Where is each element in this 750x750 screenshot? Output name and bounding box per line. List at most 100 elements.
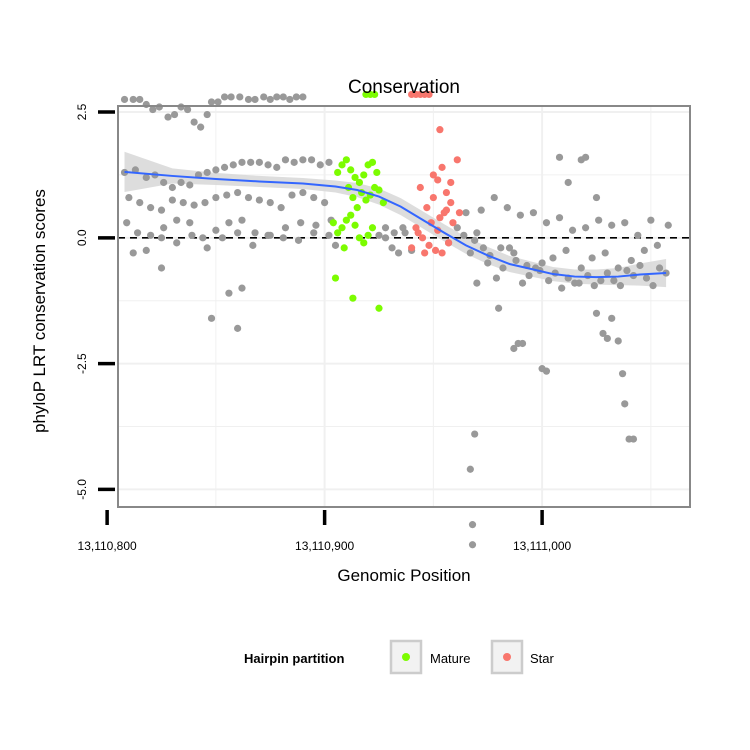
grid-lines (118, 106, 690, 507)
data-point-other (197, 123, 205, 131)
data-points (120, 90, 672, 549)
x-tick-label: 13,110,800 (78, 539, 137, 553)
data-point-other (399, 224, 407, 232)
data-point-star (438, 249, 446, 257)
data-point-other (266, 199, 274, 207)
data-point-other (244, 95, 253, 104)
data-point-mature (351, 173, 359, 182)
data-point-other (288, 191, 296, 199)
data-point-other (279, 93, 287, 101)
data-point-other (177, 178, 185, 187)
data-point-star (423, 204, 431, 212)
data-point-mature (364, 231, 372, 239)
data-point-other (460, 231, 468, 239)
data-point-other (218, 234, 226, 242)
data-point-other (173, 216, 181, 224)
data-point-other (599, 329, 607, 338)
data-point-other (125, 193, 133, 202)
data-point-other (186, 219, 194, 227)
data-point-other (307, 156, 316, 164)
data-point-other (177, 103, 185, 111)
data-point-star (425, 90, 433, 99)
data-point-other (142, 173, 150, 182)
data-point-other (207, 98, 216, 106)
data-point-other (234, 324, 242, 332)
data-point-other (147, 204, 155, 212)
data-point-other (186, 181, 194, 189)
data-point-other (312, 221, 320, 229)
data-point-other (236, 93, 244, 101)
data-point-other (603, 269, 611, 277)
data-point-other (251, 229, 259, 237)
data-point-other (212, 166, 220, 174)
data-point-star (416, 183, 424, 192)
data-point-other (516, 211, 524, 219)
data-point-star (429, 193, 437, 202)
data-point-star (447, 178, 455, 187)
data-point-other (462, 209, 470, 217)
data-point-other (575, 279, 583, 287)
data-point-star (453, 156, 461, 164)
data-point-other (149, 105, 157, 114)
data-point-mature (360, 239, 368, 247)
data-point-mature (342, 156, 350, 164)
confidence-band (124, 151, 667, 288)
data-point-star (444, 239, 453, 247)
data-point-other (492, 274, 501, 282)
legend-dot-star (503, 653, 511, 661)
data-point-other (636, 261, 644, 270)
legend-label-star: Star (530, 651, 555, 666)
data-point-other (473, 279, 481, 287)
data-point-mature (360, 171, 368, 179)
legend-label-mature: Mature (430, 651, 470, 666)
data-point-mature (347, 211, 355, 219)
data-point-other (503, 204, 511, 212)
data-point-other (255, 158, 263, 166)
data-point-other (512, 256, 520, 265)
data-point-star (408, 244, 416, 252)
smooth-line (124, 170, 667, 279)
data-point-mature (368, 224, 377, 232)
data-point-other (160, 224, 168, 232)
data-point-other (390, 229, 398, 237)
data-point-other (183, 105, 192, 114)
data-point-other (310, 193, 318, 202)
data-point-other (203, 244, 211, 252)
data-point-other (629, 435, 638, 443)
data-point-other (157, 234, 166, 242)
data-point-other (495, 304, 503, 312)
data-point-other (170, 110, 179, 119)
data-point-other (653, 241, 661, 249)
plot-panel (117, 105, 691, 508)
data-point-other (264, 231, 272, 239)
data-point-other (538, 259, 546, 267)
data-point-other (545, 276, 553, 285)
data-point-other (286, 95, 294, 104)
data-point-other (273, 93, 281, 101)
data-point-other (505, 244, 514, 252)
data-point-other (260, 93, 268, 101)
data-point-other (225, 289, 233, 297)
data-point-other (582, 153, 590, 161)
data-point-other (264, 161, 272, 169)
data-point-star (436, 214, 444, 222)
data-point-star (414, 229, 422, 237)
data-point-other (277, 204, 285, 212)
data-point-other (299, 188, 307, 197)
data-point-other (592, 193, 601, 202)
data-point-other (201, 199, 209, 207)
data-point-other (292, 93, 300, 101)
data-point-other (244, 193, 253, 202)
data-point-other (471, 430, 479, 438)
data-point-other (621, 400, 629, 408)
data-point-other (568, 226, 577, 234)
data-point-other (614, 337, 622, 345)
data-point-other (542, 367, 551, 375)
data-point-other (212, 226, 220, 234)
data-point-other (499, 264, 507, 272)
x-axis: 13,110,800 13,110,900 13,111,000 (78, 510, 572, 553)
data-point-other (616, 282, 625, 290)
data-point-other (190, 201, 198, 209)
data-point-other (225, 219, 233, 227)
data-point-other (664, 221, 672, 229)
